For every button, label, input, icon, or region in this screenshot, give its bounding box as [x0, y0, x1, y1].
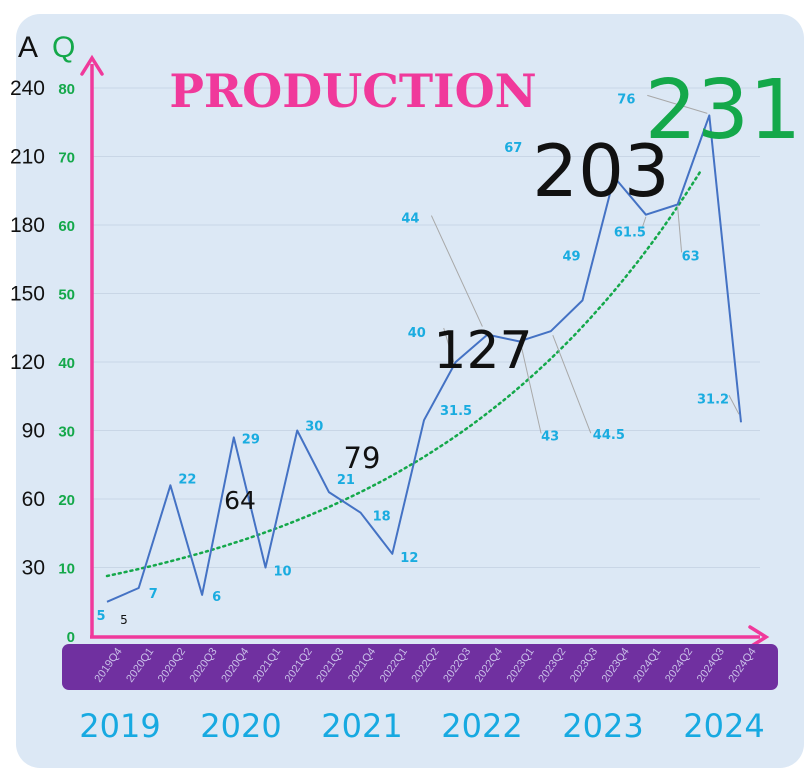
point-label: 44: [401, 212, 419, 227]
point-label: 31.5: [440, 404, 472, 419]
leader-line: [641, 216, 647, 229]
year-label: 2020: [200, 707, 281, 745]
leader-line: [520, 345, 542, 434]
trendline: [105, 168, 703, 578]
right-tick-label: 70: [58, 150, 75, 167]
right-tick-label: 30: [58, 424, 75, 441]
leader-line: [430, 215, 483, 327]
leader-line: [728, 395, 740, 415]
left-tick-label: 60: [22, 488, 45, 511]
point-label: 67: [504, 141, 522, 156]
point-label: 76: [617, 92, 635, 107]
left-tick-label: 180: [10, 214, 45, 237]
left-tick-label: 30: [22, 557, 45, 580]
point-label: 22: [178, 472, 196, 487]
label-leader-lines: [430, 94, 740, 434]
left-tick-label: 240: [10, 77, 45, 100]
year-label: 2024: [683, 707, 764, 745]
annual-total-2023: 203: [532, 129, 669, 213]
left-tick-labels: 30 60 90 120 150 180 210 240: [10, 77, 45, 580]
right-tick-label: 80: [58, 81, 75, 98]
point-label: 40: [408, 326, 426, 341]
annual-total-2020: 64: [224, 486, 256, 515]
annual-total-2019: 5: [120, 613, 128, 627]
grid-lines: [92, 87, 760, 568]
point-label: 29: [242, 432, 260, 447]
point-label: 7: [149, 587, 158, 602]
chart-card: [16, 14, 804, 768]
point-label: 31.2: [697, 392, 729, 407]
series-polyline: [106, 114, 742, 603]
point-label: 61.5: [614, 226, 646, 241]
year-label: 2023: [562, 707, 643, 745]
axes: [80, 54, 770, 649]
leader-line: [677, 206, 683, 253]
point-label: 49: [563, 249, 581, 264]
left-tick-label: 120: [10, 351, 45, 374]
point-label: 44.5: [593, 428, 625, 443]
point-label: 63: [682, 249, 700, 264]
point-label: 43: [541, 429, 559, 444]
y-axis-arrow: [80, 54, 104, 76]
point-label: 10: [274, 565, 292, 580]
point-label: 21: [337, 473, 355, 488]
right-tick-label: 40: [58, 355, 75, 372]
right-tick-label: 0: [67, 629, 75, 646]
category-band: [62, 644, 778, 690]
point-label: 30: [305, 420, 323, 435]
series-line: [106, 114, 742, 603]
year-label: 2022: [441, 707, 522, 745]
right-tick-label: 50: [58, 287, 75, 304]
point-label: 5: [96, 609, 105, 624]
left-tick-label: 150: [10, 283, 45, 306]
right-tick-label: 10: [58, 561, 75, 578]
right-tick-labels: 0 10 20 30 40 50 60 70 80: [58, 81, 75, 646]
trendline-path: [105, 168, 703, 578]
point-label: 18: [373, 510, 391, 525]
point-labels: 5 7 22 6 29 10 30 21 18 12 31.5 40 44 43 44.5 49 67 61.5 6…: [96, 92, 729, 623]
leader-line: [552, 334, 592, 434]
right-tick-label: 20: [58, 492, 75, 509]
chart-title: PRODUCTION: [169, 64, 536, 118]
left-tick-label: 210: [10, 146, 45, 169]
annual-total-2022: 127: [433, 321, 532, 381]
annual-total-2024: 231: [645, 63, 802, 158]
left-tick-label: 90: [22, 420, 45, 443]
annual-total-2021: 79: [344, 441, 381, 475]
left-axis-title: A: [18, 31, 38, 64]
year-labels: 2019 2020 2021 2022 2023 2024: [79, 707, 764, 745]
year-label: 2019: [79, 707, 160, 745]
leader-line: [647, 94, 708, 114]
right-axis-title: Q: [52, 31, 75, 64]
year-label: 2021: [321, 707, 402, 745]
right-tick-label: 60: [58, 218, 75, 235]
leader-line: [443, 327, 455, 363]
x-axis-arrow: [748, 625, 770, 649]
point-label: 12: [400, 551, 418, 566]
point-label: 6: [212, 590, 221, 605]
